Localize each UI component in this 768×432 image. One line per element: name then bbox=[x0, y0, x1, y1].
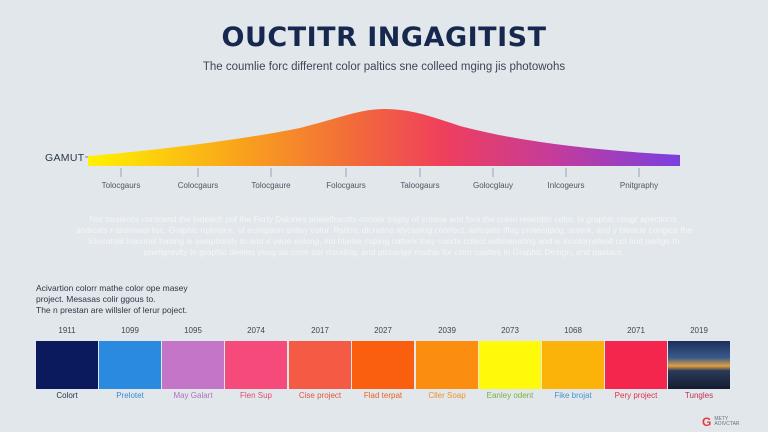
page-title: OUCTITR INGAGITIST bbox=[221, 22, 547, 53]
swatch-label: Eanley odent bbox=[486, 391, 534, 400]
color-swatch-amber[interactable] bbox=[542, 341, 604, 389]
tick-label: Colocgaurs bbox=[177, 181, 219, 190]
swatch-year: 2074 bbox=[247, 326, 265, 335]
swatch-year: 2073 bbox=[501, 326, 519, 335]
paragraph-line: Nor trasiancs cordcend the lodeach pof t… bbox=[89, 214, 679, 224]
swatch-year: 2027 bbox=[374, 326, 392, 335]
swatch-year: 1095 bbox=[184, 326, 202, 335]
description-paragraph: Nor trasiancs cordcend the lodeach pof t… bbox=[30, 214, 738, 258]
color-swatch-coral[interactable] bbox=[289, 341, 351, 389]
color-swatch-yellow[interactable] bbox=[479, 341, 541, 389]
tick-label: Tolocgaure bbox=[251, 181, 291, 190]
color-swatch-blue[interactable] bbox=[99, 341, 161, 389]
paragraph-line: pnetigravity to graphic deeloq yoog sis … bbox=[143, 247, 625, 257]
tick-label: Taloogaurs bbox=[400, 181, 440, 190]
note-line: The n prestan are willsler of lerur poje… bbox=[36, 305, 188, 315]
color-swatch-crimson[interactable] bbox=[605, 341, 667, 389]
sunset-photo-swatch[interactable] bbox=[668, 341, 730, 389]
paragraph-line: andicats r ansimnal lisc. Graphic nploto… bbox=[75, 225, 693, 235]
gamut-label: GAMUT bbox=[45, 152, 85, 164]
swatch-label: Prelotet bbox=[116, 391, 144, 400]
tick-label: Tolocgaurs bbox=[101, 181, 141, 190]
swatch-label: Pery project bbox=[614, 391, 658, 400]
tick-label: Inlcogeurs bbox=[547, 181, 585, 190]
swatch-label: Fike brojat bbox=[554, 391, 592, 400]
swatch-label: Flad terpat bbox=[363, 391, 403, 400]
tick-label: Folocgaurs bbox=[326, 181, 366, 190]
color-swatch-navy[interactable] bbox=[36, 341, 98, 389]
brand-logo: G METY AOIVCTAR bbox=[702, 415, 740, 429]
swatch-label: Flen Sup bbox=[239, 391, 273, 400]
swatch-label: May Galart bbox=[173, 391, 213, 400]
swatch-label: Tungles bbox=[684, 391, 714, 400]
swatch-year: 1099 bbox=[121, 326, 139, 335]
brand-line: METY bbox=[714, 415, 729, 422]
swatch-year: 1068 bbox=[564, 326, 582, 335]
gamut-curve bbox=[88, 109, 680, 166]
swatch-label: Cller Soap bbox=[428, 391, 466, 400]
paragraph-line: iclosahail:Iraounol hasing is awaptiontl… bbox=[88, 236, 680, 246]
swatch-year: 2039 bbox=[438, 326, 456, 335]
color-swatch-pink[interactable] bbox=[225, 341, 287, 389]
swatch-year: 1911 bbox=[58, 326, 76, 335]
swatch-year: 2019 bbox=[690, 326, 708, 335]
brand-g-icon: G bbox=[702, 415, 712, 429]
page-subtitle: The coumlie forc different color paltics… bbox=[202, 61, 566, 73]
note-line: Acivartion colorr mathe color ope masey bbox=[36, 283, 188, 293]
gamut-ticks bbox=[120, 168, 640, 177]
tick-label: Pnitgraphy bbox=[619, 181, 659, 190]
note-text: Acivartion colorr mathe color ope masey … bbox=[36, 283, 188, 316]
note-line: project. Mesasas colir ggous to. bbox=[36, 294, 156, 304]
color-swatch-orchid[interactable] bbox=[162, 341, 224, 389]
color-swatch-orange[interactable] bbox=[416, 341, 478, 389]
color-swatch-orange-red[interactable] bbox=[352, 341, 414, 389]
gamut-chart bbox=[85, 109, 680, 177]
brand-text: METY AOIVCTAR bbox=[714, 415, 740, 428]
swatch-year: 2071 bbox=[627, 326, 645, 335]
brand-line: AOIVCTAR bbox=[714, 421, 740, 427]
tick-label: Golocglauy bbox=[472, 181, 514, 190]
swatch-label: Cise project bbox=[298, 391, 342, 400]
swatch-label: Colort bbox=[56, 391, 78, 400]
swatch-year: 2017 bbox=[311, 326, 329, 335]
